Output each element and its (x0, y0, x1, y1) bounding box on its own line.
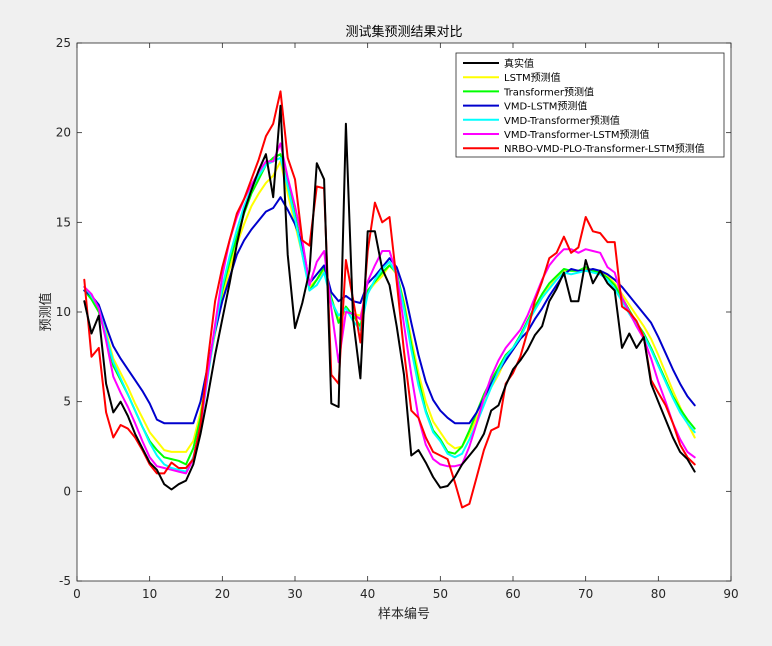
x-tick-label: 10 (142, 587, 157, 601)
x-tick-label: 90 (723, 587, 738, 601)
x-axis-label: 样本编号 (378, 607, 430, 622)
y-tick-label: -5 (59, 574, 71, 588)
legend-label: NRBO-VMD-PLO-Transformer-LSTM预测值 (504, 142, 705, 155)
y-tick-label: 5 (63, 395, 71, 409)
y-tick-label: 15 (56, 215, 71, 229)
series-line-0 (83, 104, 696, 491)
x-tick-label: 30 (287, 587, 302, 601)
legend-label: VMD-Transformer-LSTM预测值 (504, 128, 650, 141)
chart-title: 测试集预测结果对比 (345, 24, 462, 40)
y-tick-label: 25 (56, 36, 71, 50)
x-tick-label: 0 (73, 587, 81, 601)
series-line-3 (83, 196, 696, 425)
x-tick-label: 70 (578, 587, 593, 601)
legend-label: Transformer预测值 (503, 85, 594, 98)
legend-label: LSTM预测值 (504, 71, 561, 84)
series-line-2 (83, 153, 696, 466)
legend-label: 真实值 (504, 57, 534, 70)
y-axis-ticks: -5 0 5 10 15 20 25 (56, 36, 731, 588)
legend-box (455, 52, 725, 158)
legend: 真实值LSTM预测值Transformer预测值VMD-LSTM预测值VMD-T… (455, 52, 725, 158)
x-tick-label: 40 (360, 587, 375, 601)
y-tick-label: 10 (56, 305, 71, 319)
y-axis-label: 预测值 (38, 292, 54, 331)
series-layer (83, 90, 696, 509)
y-tick-label: 20 (56, 126, 71, 140)
legend-label: VMD-Transformer预测值 (504, 114, 620, 127)
x-tick-label: 20 (215, 587, 230, 601)
x-tick-label: 50 (433, 587, 448, 601)
legend-label: VMD-LSTM预测值 (504, 100, 587, 113)
series-line-6 (83, 90, 696, 509)
x-axis-ticks: 0 10 20 30 40 50 60 70 80 90 (73, 43, 739, 601)
y-tick-label: 0 (63, 484, 71, 498)
x-tick-label: 80 (651, 587, 666, 601)
series-line-5 (83, 142, 696, 475)
x-tick-label: 60 (505, 587, 520, 601)
